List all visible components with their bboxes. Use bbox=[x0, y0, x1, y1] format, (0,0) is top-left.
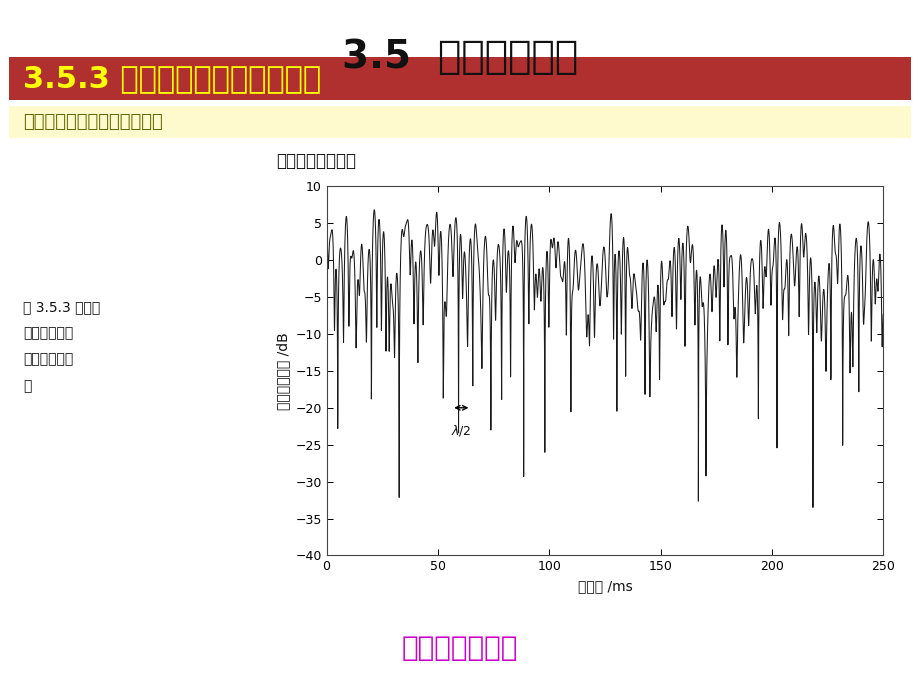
Text: 形: 形 bbox=[23, 379, 31, 393]
Text: 时间选择性信道: 时间选择性信道 bbox=[402, 634, 517, 662]
Text: 号典型幅值波: 号典型幅值波 bbox=[23, 353, 74, 366]
X-axis label: 时间轴 /ms: 时间轴 /ms bbox=[577, 579, 631, 593]
Text: 包络随机波形见图: 包络随机波形见图 bbox=[276, 152, 356, 170]
Text: 一、时间函数特性分析（续）: 一、时间函数特性分析（续） bbox=[23, 113, 163, 131]
Text: 3.5  多径衰落信道: 3.5 多径衰落信道 bbox=[342, 38, 577, 76]
Text: 落信道接收信: 落信道接收信 bbox=[23, 326, 74, 340]
Text: 图 3.5.3 多径衰: 图 3.5.3 多径衰 bbox=[23, 300, 100, 314]
Text: $\lambda/2$: $\lambda/2$ bbox=[450, 422, 471, 437]
Text: 3.5.3 多径衰落信号的统计特征: 3.5.3 多径衰落信号的统计特征 bbox=[23, 64, 321, 93]
Y-axis label: 信号相对电平 /dB: 信号相对电平 /dB bbox=[276, 332, 289, 410]
